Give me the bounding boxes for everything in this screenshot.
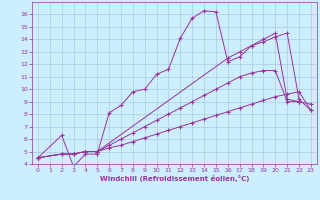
X-axis label: Windchill (Refroidissement éolien,°C): Windchill (Refroidissement éolien,°C): [100, 175, 249, 182]
